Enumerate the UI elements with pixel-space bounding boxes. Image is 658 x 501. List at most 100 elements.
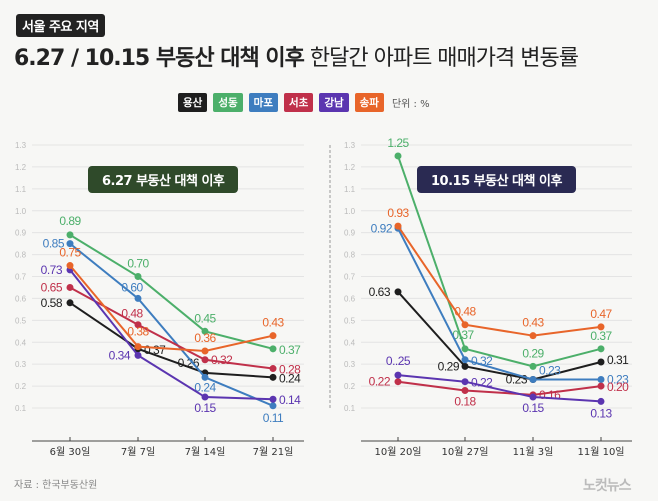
data-point [461, 321, 469, 329]
y-tick-label: 0.4 [15, 338, 27, 347]
title-rest: 한달간 아파트 매매가격 변동률 [303, 46, 579, 71]
data-point [269, 332, 277, 340]
data-label: 0.11 [263, 411, 284, 425]
y-tick-label: 0.7 [344, 273, 356, 282]
data-label: 0.37 [279, 343, 301, 357]
data-point [134, 294, 142, 302]
data-label: 0.24 [279, 371, 301, 385]
y-tick-label: 1.0 [344, 207, 356, 216]
y-tick-label: 0.2 [344, 382, 356, 391]
series-line-4 [69, 269, 274, 401]
legend-item-seocho: 서초 [283, 93, 314, 112]
series-line-5 [69, 264, 274, 353]
y-tick-label: 0.5 [15, 316, 27, 325]
data-point [66, 262, 74, 270]
data-label: 0.34 [109, 348, 131, 362]
data-point [201, 356, 209, 364]
data-label: 0.15 [522, 401, 544, 415]
data-label: 0.70 [127, 257, 149, 271]
y-tick-label: 0.3 [344, 360, 356, 369]
y-tick-label: 0.2 [15, 382, 27, 391]
data-point [269, 402, 277, 410]
series-line-0 [397, 291, 602, 381]
data-point [529, 393, 537, 401]
data-label: 0.85 [43, 237, 65, 251]
data-label: 0.29 [438, 359, 460, 373]
data-label: 0.75 [59, 246, 81, 260]
data-point [134, 343, 142, 351]
y-tick-label: 0.9 [15, 229, 27, 238]
data-point [394, 378, 402, 386]
y-tick-label: 1.2 [344, 163, 356, 172]
data-point [394, 288, 402, 296]
data-label: 0.92 [371, 221, 393, 235]
y-tick-label: 0.8 [15, 251, 27, 260]
legend-item-gangnam: 강남 [319, 93, 349, 112]
data-point [66, 231, 74, 239]
y-tick-label: 1.3 [15, 141, 27, 150]
legend-item-yongsan: 용산 [178, 93, 208, 112]
y-tick-label: 0.7 [15, 273, 27, 282]
data-label: 0.15 [194, 401, 216, 415]
data-label: 0.65 [41, 280, 63, 294]
y-tick-label: 1.3 [344, 141, 356, 150]
source-note: 자료 : 한국부동산원 [14, 480, 98, 491]
series-line-4 [397, 374, 602, 403]
series-line-2 [69, 242, 274, 407]
data-point [269, 345, 277, 353]
series-line-3 [397, 380, 602, 396]
data-point [597, 376, 605, 384]
y-tick-label: 0.4 [344, 338, 356, 347]
data-label: 0.31 [607, 353, 629, 367]
data-label: 0.29 [522, 346, 544, 360]
data-point [529, 376, 537, 384]
data-label: 0.24 [194, 380, 216, 394]
data-label: 0..25 [386, 354, 411, 368]
data-point [529, 362, 537, 370]
legend-item-seongdong: 성동 [213, 93, 243, 112]
data-point [201, 347, 209, 355]
data-point [394, 222, 402, 230]
y-tick-label: 0.5 [344, 316, 356, 325]
data-label: 0.23 [539, 364, 561, 378]
data-label: 0.32 [211, 353, 233, 367]
data-label: 0.43 [522, 316, 544, 330]
data-point [201, 327, 209, 335]
series-line-0 [69, 301, 274, 379]
data-point [394, 371, 402, 379]
x-tick-label: 7월 7일 [121, 446, 155, 458]
data-label: 0.58 [41, 296, 63, 310]
data-label: 0.32 [471, 354, 493, 368]
chart-title-1015: 10.15 부동산 대책 이후 [417, 166, 576, 193]
data-label: 0.48 [454, 305, 476, 319]
legend-item-mapo: 마포 [248, 93, 278, 112]
data-label: 0.73 [41, 263, 63, 277]
data-label: 1.25 [387, 136, 409, 150]
y-tick-label: 0.3 [15, 360, 27, 369]
title-bold: 6.27 / 10.15 부동산 대책 이후 [14, 46, 305, 71]
y-tick-label: 0.1 [15, 404, 27, 413]
region-tag: 서울 주요 지역 [16, 14, 105, 37]
data-label: 0.16 [539, 388, 561, 402]
y-tick-label: 1.1 [15, 185, 27, 194]
data-label: 0.93 [387, 206, 409, 220]
data-label: 0.13 [590, 406, 612, 420]
series-line-5 [397, 225, 602, 337]
data-label: 0.23 [607, 373, 629, 387]
legend: 용산 성동 마포 서초 강남 송파 단위 : % [178, 93, 430, 112]
data-label: 0.18 [454, 394, 476, 408]
data-point [201, 373, 209, 381]
data-point [134, 273, 142, 280]
data-label: 0.22 [471, 376, 493, 390]
data-label: 0.63 [369, 285, 391, 299]
data-point [269, 373, 277, 381]
data-point [461, 378, 469, 386]
unit-label: 단위 : % [391, 99, 430, 110]
y-tick-label: 0.9 [344, 229, 356, 238]
data-point [461, 345, 469, 353]
x-tick-label: 11월 3일 [513, 446, 554, 458]
data-point [66, 283, 74, 291]
x-tick-label: 11월 10일 [577, 446, 624, 458]
series-line-3 [69, 286, 274, 370]
